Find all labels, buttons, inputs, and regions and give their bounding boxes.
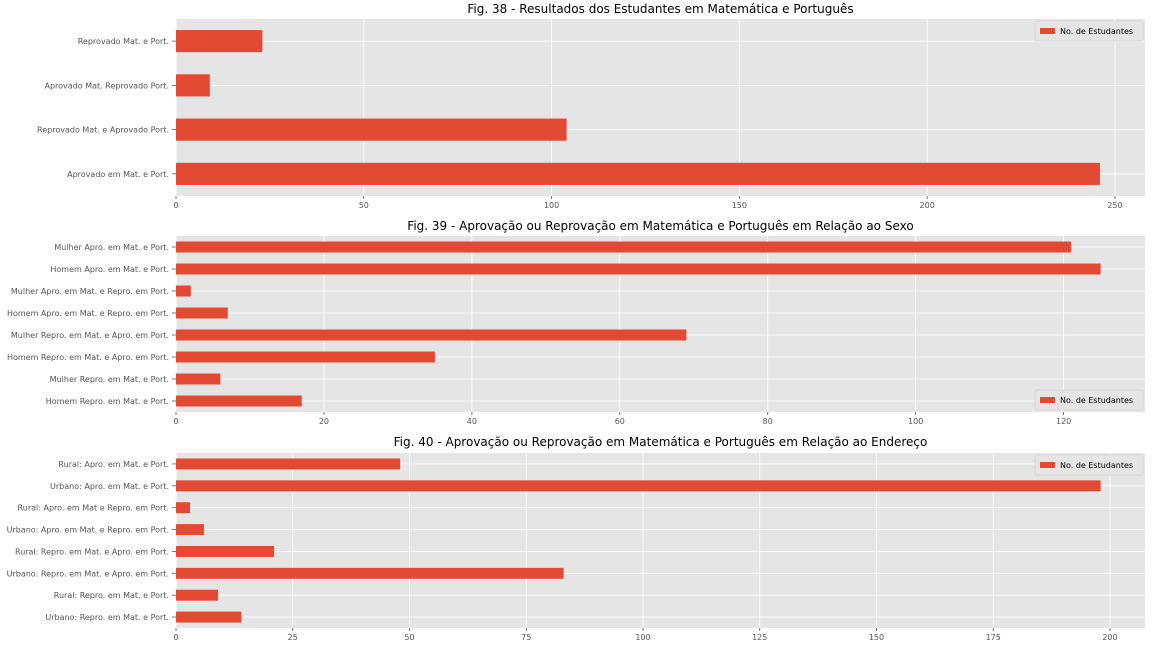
legend-swatch — [1040, 397, 1055, 403]
y-tick-label: Urbano: Repro. em Mat. e Apro. em Port. — [7, 569, 169, 578]
y-tick-label: Mulher Repro. em Mat. e Apro. em Port. — [11, 331, 169, 340]
y-tick-label: Reprovado Mat. e Port. — [78, 37, 169, 46]
legend-box — [1034, 389, 1144, 411]
legend: No. de Estudantes — [1034, 389, 1144, 411]
y-tick-label: Urbano: Repro. em Mat. e Port. — [45, 613, 169, 622]
bar — [176, 118, 567, 141]
bar — [176, 241, 1072, 253]
bar — [176, 611, 242, 623]
x-tick-label: 100 — [908, 417, 923, 426]
y-tick-label: Aprovado em Mat. e Port. — [67, 170, 169, 179]
x-tick-label: 50 — [404, 633, 414, 642]
x-tick-label: 0 — [173, 417, 178, 426]
bar — [176, 329, 687, 341]
legend-swatch — [1040, 462, 1055, 468]
legend-label: No. de Estudantes — [1060, 27, 1133, 36]
x-tick-label: 175 — [986, 633, 1001, 642]
plot-area — [176, 453, 1145, 628]
x-tick-label: 40 — [467, 417, 477, 426]
x-tick-label: 50 — [359, 201, 369, 210]
y-tick-label: Urbano: Apro. em Mat. e Repro. em Port. — [7, 526, 169, 535]
legend-box — [1034, 20, 1144, 42]
bar — [176, 545, 275, 557]
y-tick-label: Homem Repro. em Mat. e Port. — [46, 397, 169, 406]
bar — [176, 589, 219, 601]
x-tick-label: 0 — [173, 633, 178, 642]
y-tick-label: Rural: Apro. em Mat. e Port. — [58, 460, 169, 469]
x-tick-label: 200 — [1102, 633, 1117, 642]
x-tick-label: 100 — [635, 633, 650, 642]
bar — [176, 480, 1101, 492]
y-tick-label: Urbano: Apro. em Mat. e Port. — [50, 482, 169, 491]
chart-1: Aprovado em Mat. e Port. Reprovado Mat. e… — [37, 2, 1145, 210]
x-tick-label: 0 — [173, 201, 178, 210]
legend: No. de Estudantes — [1034, 20, 1144, 42]
y-tick-label: Reprovado Mat. e Aprovado Port. — [37, 126, 169, 135]
legend-label: No. de Estudantes — [1060, 396, 1133, 405]
chart-title: Fig. 38 - Resultados dos Estudantes em M… — [467, 2, 853, 16]
bar — [176, 74, 210, 97]
y-tick-label: Homem Apro. em Mat. e Repro. em Port. — [7, 309, 169, 318]
bar — [176, 307, 228, 319]
y-tick-label: Mulher Apro. em Mat. e Repro. em Port. — [11, 287, 169, 296]
bar — [176, 162, 1100, 185]
x-tick-label: 80 — [763, 417, 773, 426]
bar — [176, 263, 1101, 275]
chart-title: Fig. 40 - Aprovação ou Reprovação em Mat… — [394, 435, 928, 449]
x-tick-label: 100 — [544, 201, 559, 210]
x-tick-label: 200 — [920, 201, 935, 210]
y-tick-label: Homem Repro. em Mat. e Apro. em Port. — [7, 353, 169, 362]
y-tick-label: Rural: Repro. em Mat. e Port. — [54, 591, 169, 600]
bar — [176, 30, 263, 53]
x-tick-label: 120 — [1056, 417, 1071, 426]
x-tick-label: 250 — [1107, 201, 1122, 210]
plot-area — [176, 236, 1145, 412]
y-tick-label: Homem Apro. em Mat. e Port. — [50, 265, 169, 274]
chart-title: Fig. 39 - Aprovação ou Reprovação em Mat… — [407, 219, 913, 233]
bar — [176, 395, 302, 407]
x-tick-label: 25 — [288, 633, 298, 642]
y-tick-label: Mulher Repro. em Mat. e Port. — [50, 375, 169, 384]
x-tick-label: 150 — [732, 201, 747, 210]
bar — [176, 502, 191, 514]
legend-label: No. de Estudantes — [1060, 461, 1133, 470]
bar — [176, 567, 564, 579]
bar — [176, 285, 191, 297]
x-tick-label: 60 — [615, 417, 625, 426]
bar — [176, 351, 435, 363]
bar — [176, 373, 221, 385]
legend-box — [1034, 454, 1144, 476]
bar — [176, 524, 205, 536]
chart-2: Homem Repro. em Mat. e Port. Mulher Repro… — [7, 219, 1145, 426]
y-tick-label: Aprovado Mat. Reprovado Port. — [45, 81, 170, 90]
bar — [176, 458, 401, 470]
chart-3: Urbano: Repro. em Mat. e Port. Rural: Rep… — [7, 435, 1145, 642]
x-tick-label: 75 — [521, 633, 531, 642]
x-tick-label: 20 — [319, 417, 329, 426]
y-tick-label: Rural: Apro. em Mat e Repro. em Port. — [18, 504, 169, 513]
legend: No. de Estudantes — [1034, 454, 1144, 476]
y-tick-label: Rural: Repro. em Mat. e Apro. em Port. — [15, 547, 169, 556]
x-tick-label: 150 — [869, 633, 884, 642]
legend-swatch — [1040, 28, 1055, 34]
x-tick-label: 125 — [752, 633, 767, 642]
y-tick-label: Mulher Apro. em Mat. e Port. — [54, 243, 169, 252]
